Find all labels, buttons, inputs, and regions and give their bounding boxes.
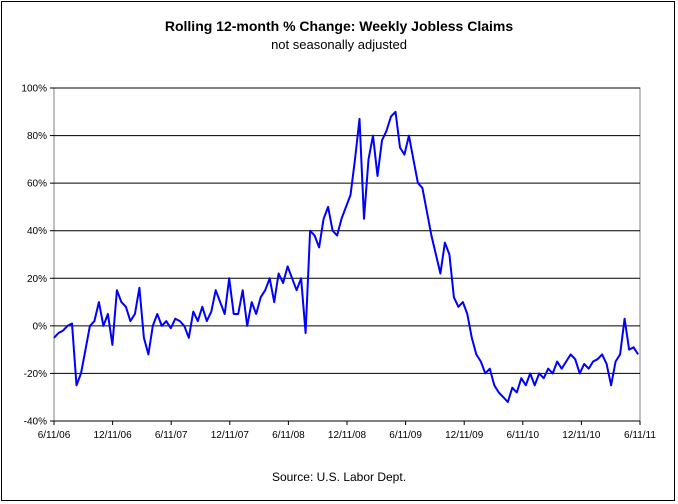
x-tick-label: 6/11/10	[506, 430, 539, 441]
y-axis: 100% 80% 60% 40% 20% 0% -20% -40%	[21, 84, 54, 428]
y-tick-label: 100%	[21, 84, 47, 95]
gridlines	[54, 87, 640, 422]
x-tick-label: 12/11/08	[328, 430, 367, 441]
series-group	[53, 110, 639, 403]
x-tick-label: 12/11/10	[562, 430, 601, 441]
source-note: Source: U.S. Labor Dept.	[271, 470, 407, 484]
y-tick-label: 40%	[27, 226, 47, 237]
x-tick-label: 6/11/07	[155, 430, 188, 441]
x-tick-label: 6/11/08	[272, 430, 305, 441]
plot-area	[53, 87, 641, 422]
y-tick-label: -40%	[24, 417, 47, 428]
x-tick-label: 6/11/06	[38, 430, 71, 441]
y-tick-label: -20%	[24, 369, 47, 380]
x-axis: 6/11/06 12/11/06 6/11/07 12/11/07 6/11/08 12/…	[38, 421, 656, 441]
x-tick-label: 6/11/09	[389, 430, 422, 441]
series-line	[53, 110, 639, 403]
y-tick-label: 0%	[33, 321, 48, 332]
x-tick-label: 6/11/11	[624, 430, 656, 441]
x-tick-label: 12/11/06	[94, 430, 133, 441]
y-tick-label: 80%	[27, 131, 47, 142]
x-tick-label: 12/11/07	[211, 430, 250, 441]
y-tick-label: 60%	[27, 179, 47, 190]
chart-subtitle: not seasonally adjusted	[271, 37, 407, 52]
y-tick-label: 20%	[27, 274, 47, 285]
plot-background	[53, 87, 641, 422]
chart-title: Rolling 12-month % Change: Weekly Jobles…	[164, 18, 514, 34]
x-tick-label: 12/11/09	[445, 430, 484, 441]
